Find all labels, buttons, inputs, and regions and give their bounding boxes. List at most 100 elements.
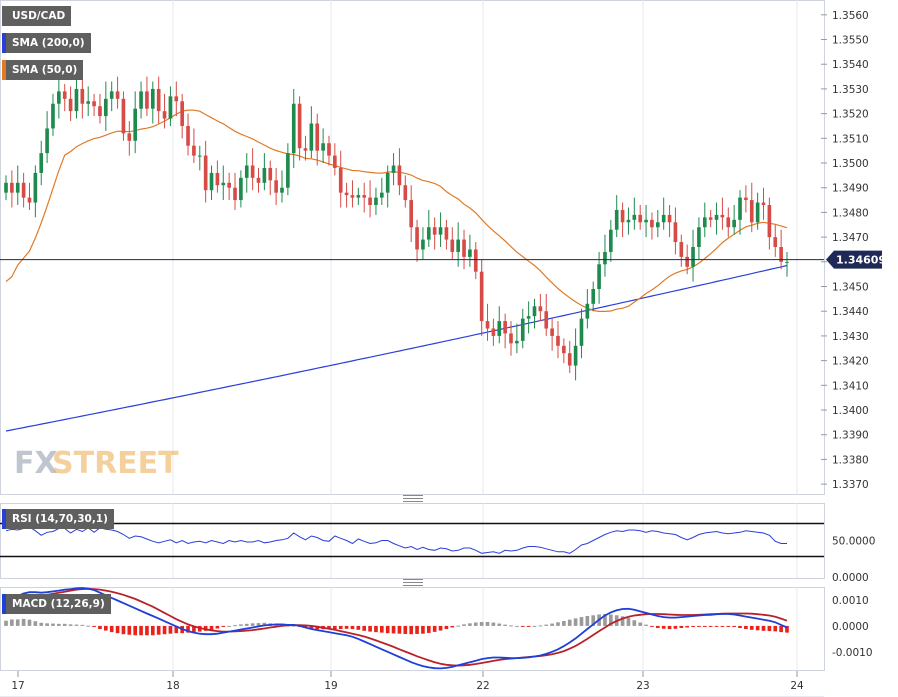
sma-50-swatch [2, 60, 6, 80]
candle-body [180, 101, 184, 126]
macd-histogram-bar [679, 625, 684, 628]
macd-y-tick-label: -0.0010 [832, 647, 873, 659]
candle-body [773, 237, 778, 247]
price-y-tick-label: 1.3390 [832, 430, 869, 442]
macd-histogram-bar [327, 625, 331, 630]
macd-histogram-bar [497, 623, 502, 626]
candle-body [356, 195, 361, 198]
candle-body [708, 217, 713, 220]
candle-body [203, 155, 208, 191]
macd-histogram-bar [397, 625, 402, 634]
price-y-tick-label: 1.3470 [832, 232, 869, 244]
candle-body [626, 219, 631, 223]
macd-histogram-bar [262, 622, 267, 626]
macd-histogram-bar [174, 625, 179, 634]
candle-body [479, 271, 484, 322]
candle-body [702, 217, 707, 228]
candle-body [567, 353, 572, 366]
candle-body [755, 202, 760, 223]
macd-histogram-bar [139, 625, 143, 636]
macd-histogram-bar [338, 625, 343, 630]
macd-histogram-bar [74, 624, 79, 626]
candle-body [644, 219, 648, 223]
macd-histogram-bar [62, 623, 67, 626]
macd-histogram-bar [503, 624, 507, 626]
candle-body [544, 311, 549, 329]
macd-histogram-bar [485, 622, 490, 626]
candle-body [362, 195, 367, 198]
candle-body [562, 345, 566, 354]
price-y-tick-label: 1.3500 [832, 158, 869, 170]
candle-body [503, 321, 507, 334]
candle-body [145, 91, 149, 109]
macd-histogram-bar [697, 625, 701, 627]
macd-histogram-bar [356, 625, 361, 630]
candle-body [33, 172, 38, 203]
macd-histogram-bar [620, 616, 625, 626]
candle-body [438, 227, 443, 235]
x-tick-label: 19 [324, 680, 337, 692]
candle-body [591, 288, 596, 304]
candle-body [15, 182, 20, 193]
sma-200-line [5, 264, 788, 432]
macd-y-tick-label: 0.0010 [832, 595, 869, 607]
candle-body [150, 88, 155, 109]
price-y-tick-label: 1.3430 [832, 331, 869, 343]
legend-sma-50[interactable]: SMA (50,0) [2, 60, 84, 80]
macd-histogram-bar [27, 619, 32, 626]
resize-handle-macd[interactable] [403, 579, 423, 586]
legend-macd[interactable]: MACD (12,26,9) [2, 594, 111, 614]
legend-usdcad[interactable]: USD/CAD [2, 6, 72, 26]
macd-histogram-bar [708, 625, 713, 627]
candle-body [403, 185, 408, 201]
macd-histogram-bar [567, 619, 572, 626]
candle-body [186, 125, 190, 146]
macd-histogram-bar [720, 625, 725, 627]
candle-body [749, 200, 754, 223]
macd-histogram-bar [491, 622, 496, 626]
macd-histogram-bar [585, 616, 590, 626]
x-tick-label: 18 [166, 680, 179, 692]
macd-histogram-bar [150, 625, 155, 636]
macd-histogram-bar [333, 625, 337, 630]
resize-handle-rsi[interactable] [403, 495, 423, 502]
macd-histogram-bar [685, 625, 689, 628]
rsi-line [5, 526, 787, 554]
candle-body [767, 205, 772, 238]
legend-rsi[interactable]: RSI (14,70,30,1) [2, 509, 114, 529]
macd-histogram-bar [702, 625, 707, 627]
candle-body [785, 261, 789, 263]
candle-body [391, 165, 396, 173]
macd-histogram-bar [57, 623, 61, 626]
candle-body [779, 247, 783, 262]
macd-histogram-bar [409, 625, 414, 635]
x-tick-label: 17 [11, 680, 24, 692]
candle-body [221, 182, 226, 186]
price-y-tick-label: 1.3410 [832, 380, 869, 392]
candle-body [262, 167, 267, 183]
candle-body [68, 98, 73, 112]
macd-histogram-bar [738, 625, 742, 628]
macd-histogram-bar [156, 625, 161, 635]
macd-histogram-bar [538, 625, 543, 627]
candle-body [215, 172, 220, 186]
candle-body [98, 106, 102, 117]
candle-body [714, 214, 719, 220]
pane-border-0 [0, 0, 825, 495]
candle-body [573, 345, 578, 366]
candle-body [409, 200, 414, 228]
macd-histogram-bar [344, 625, 349, 629]
macd-histogram-bar [444, 625, 449, 630]
price-y-tick-label: 1.3490 [832, 183, 869, 195]
candle-body [139, 91, 143, 109]
macd-histogram-bar [773, 625, 778, 632]
macd-histogram-bar [192, 625, 196, 633]
candle-body [280, 187, 284, 193]
macd-histogram-bar [21, 618, 26, 626]
macd-histogram-bar [468, 623, 472, 626]
candle-body [444, 227, 449, 240]
macd-histogram-bar [644, 624, 648, 626]
legend-sma-200[interactable]: SMA (200,0) [2, 33, 91, 53]
candle-body [509, 333, 513, 344]
candle-body [732, 219, 736, 228]
